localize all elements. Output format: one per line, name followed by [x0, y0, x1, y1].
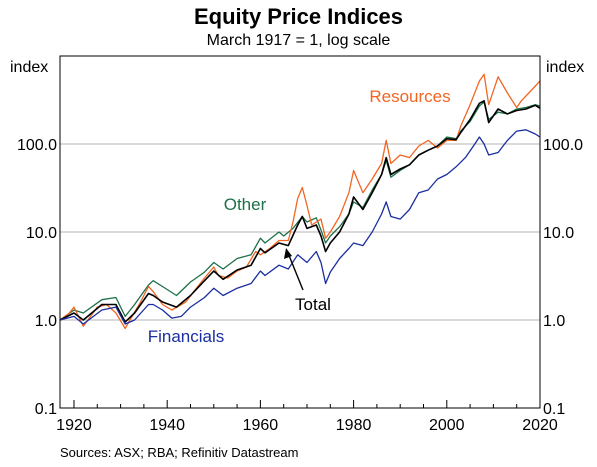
chart-subtitle: March 1917 = 1, log scale: [206, 32, 391, 49]
series-lines: [59, 73, 541, 330]
plot-frame: [59, 55, 541, 409]
y-tick-label-left: 1.0: [35, 313, 57, 330]
total-arrow-head: [284, 248, 292, 259]
chart-title: Equity Price Indices: [193, 4, 404, 29]
y-tick-label-left: 100.0: [17, 137, 57, 154]
x-tick-label: 1960: [243, 417, 279, 434]
y-tick-label-right: 10.0: [543, 225, 574, 242]
y-tick-label-right: 0.1: [543, 401, 565, 418]
y-tick-label-right: 1.0: [543, 313, 565, 330]
series-line-resources: [59, 73, 541, 330]
x-tick-label: 2000: [429, 417, 465, 434]
annotations: Resources Other Total Financials: [148, 87, 451, 346]
x-tick-label: 1920: [56, 417, 92, 434]
label-resources: Resources: [369, 87, 450, 106]
y-tick-label-left: 10.0: [26, 225, 57, 242]
total-arrow-shaft: [287, 252, 304, 291]
x-tick-label: 1980: [336, 417, 372, 434]
y-tick-label-left: 0.1: [35, 401, 57, 418]
x-tick-label: 1940: [149, 417, 185, 434]
y-axis-unit-right: index: [546, 59, 584, 76]
series-line-financials: [59, 129, 541, 325]
y-axis-unit-left: index: [10, 59, 48, 76]
sources-note: Sources: ASX; RBA; Refinitiv Datastream: [60, 445, 299, 460]
y-tick-label-right: 100.0: [543, 137, 583, 154]
label-total: Total: [295, 295, 331, 314]
series-line-other: [59, 101, 541, 321]
x-tick-label: 2020: [522, 417, 558, 434]
label-financials: Financials: [148, 327, 225, 346]
gridlines: [60, 143, 540, 321]
label-other: Other: [224, 195, 267, 214]
axes: 0.1 0.1 1.0 1.0 10.0 10.0 100.0 100.0 index index…: [10, 59, 584, 434]
series-line-total: [59, 100, 541, 323]
